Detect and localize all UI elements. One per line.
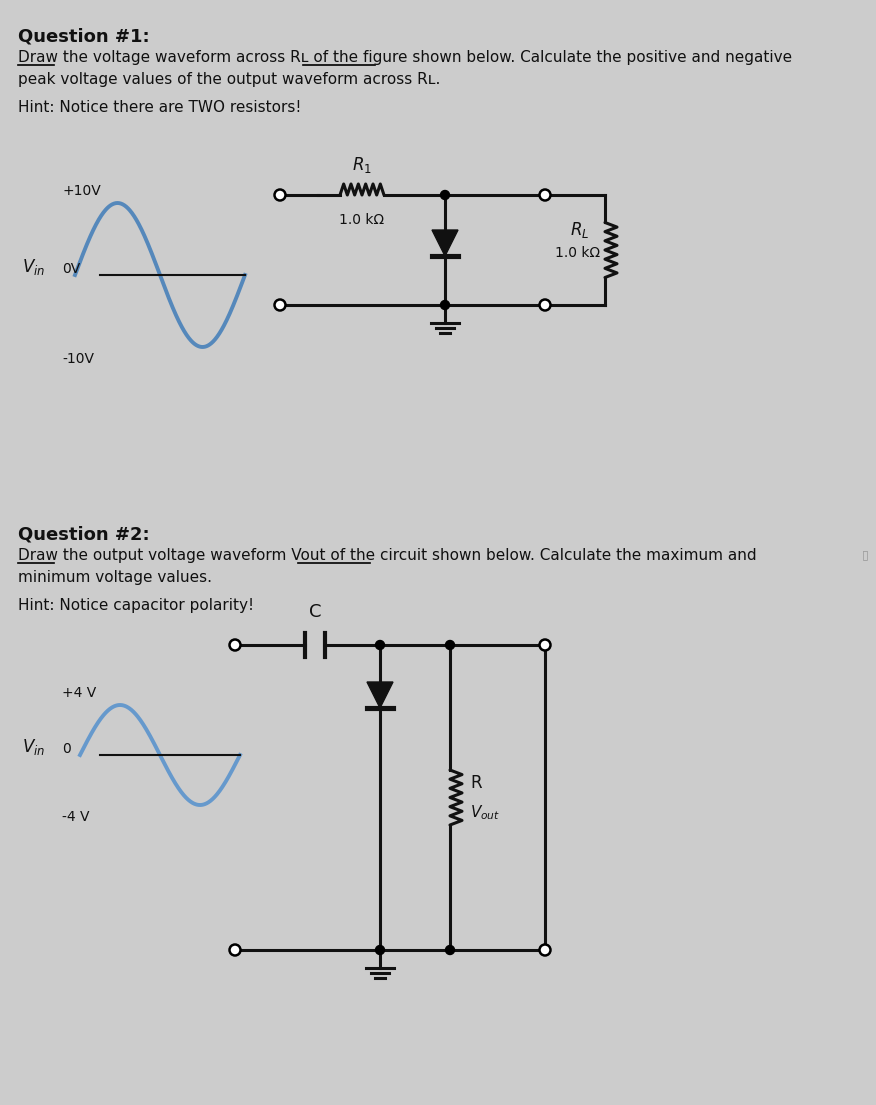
- Circle shape: [540, 189, 550, 200]
- Polygon shape: [367, 682, 393, 708]
- Polygon shape: [432, 230, 458, 256]
- Text: 1.0 kΩ: 1.0 kΩ: [339, 213, 385, 227]
- Circle shape: [274, 189, 286, 200]
- Circle shape: [441, 301, 449, 309]
- Text: +10V: +10V: [62, 185, 101, 198]
- Circle shape: [540, 945, 550, 956]
- Text: Draw the output voltage waveform Vout of the circuit shown below. Calculate the : Draw the output voltage waveform Vout of…: [18, 548, 757, 564]
- Circle shape: [230, 640, 241, 651]
- Text: -4 V: -4 V: [62, 810, 89, 824]
- Text: $V_{in}$: $V_{in}$: [22, 257, 46, 277]
- Text: $R_1$: $R_1$: [352, 155, 372, 175]
- Circle shape: [446, 946, 455, 955]
- Text: 0V: 0V: [62, 262, 81, 276]
- Circle shape: [441, 190, 449, 200]
- Text: 0: 0: [62, 741, 71, 756]
- Text: -10V: -10V: [62, 352, 94, 366]
- Circle shape: [540, 640, 550, 651]
- Circle shape: [274, 299, 286, 311]
- Text: ▯: ▯: [862, 548, 868, 561]
- Text: Question #1:: Question #1:: [18, 27, 150, 45]
- Text: $V_{out}$: $V_{out}$: [470, 803, 500, 822]
- Text: C: C: [308, 603, 321, 621]
- Circle shape: [376, 641, 385, 650]
- Circle shape: [230, 945, 241, 956]
- Text: minimum voltage values.: minimum voltage values.: [18, 570, 212, 585]
- Circle shape: [540, 299, 550, 311]
- Text: Hint: Notice capacitor polarity!: Hint: Notice capacitor polarity!: [18, 598, 254, 613]
- Text: $V_{in}$: $V_{in}$: [22, 737, 46, 757]
- Text: R: R: [470, 774, 482, 791]
- Text: 1.0 kΩ: 1.0 kΩ: [555, 246, 600, 260]
- Text: Draw the voltage waveform across Rʟ of the figure shown below. Calculate the pos: Draw the voltage waveform across Rʟ of t…: [18, 50, 792, 65]
- Text: Hint: Notice there are TWO resistors!: Hint: Notice there are TWO resistors!: [18, 99, 301, 115]
- Text: Question #2:: Question #2:: [18, 525, 150, 543]
- Text: peak voltage values of the output waveform across Rʟ.: peak voltage values of the output wavefo…: [18, 72, 441, 87]
- Text: $R_L$: $R_L$: [570, 220, 590, 240]
- Text: +4 V: +4 V: [62, 686, 96, 699]
- Circle shape: [446, 641, 455, 650]
- Circle shape: [376, 946, 385, 955]
